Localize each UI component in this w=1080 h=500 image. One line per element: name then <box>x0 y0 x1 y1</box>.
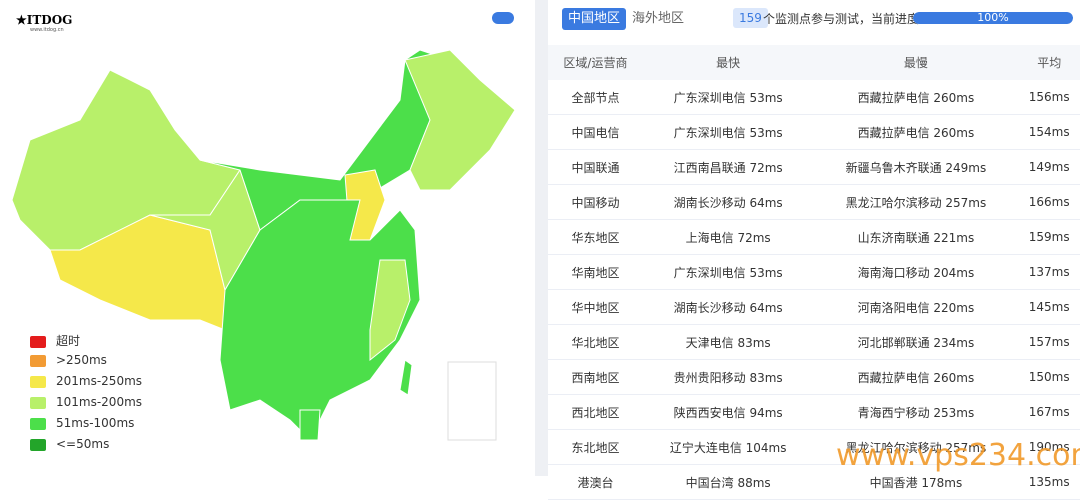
table-cell: 190ms <box>1018 429 1080 465</box>
results-panel: 中国地区 海外地区 159 个监测点参与测试，当前进度： 100% 区域/运营商… <box>548 0 1080 500</box>
table-cell: 149ms <box>1018 149 1080 185</box>
table-cell: 山东济南联通 221ms <box>813 219 1019 255</box>
legend-label: >250ms <box>56 353 107 367</box>
divider <box>535 0 548 476</box>
legend-item: 101ms-200ms <box>30 395 142 409</box>
table-cell: 广东深圳电信 53ms <box>642 114 814 150</box>
table-cell: 湖南长沙移动 64ms <box>642 289 814 325</box>
table-cell: 辽宁大连电信 104ms <box>642 429 814 465</box>
table-cell: 青海西宁移动 253ms <box>813 394 1019 430</box>
legend-label: 51ms-100ms <box>56 416 135 430</box>
table-cell: 天津电信 83ms <box>642 324 814 360</box>
table-cell: 广东深圳电信 53ms <box>642 254 814 290</box>
table-cell: 166ms <box>1018 184 1080 220</box>
legend-item: <=50ms <box>30 437 109 451</box>
legend-item: 超时 <box>30 332 80 349</box>
table-cell: 中国电信 <box>548 114 643 150</box>
table-row: 华南地区 广东深圳电信 53ms 海南海口移动 204ms 137ms <box>548 254 1080 290</box>
table-cell: 150ms <box>1018 359 1080 395</box>
table-cell: 西北地区 <box>548 394 643 430</box>
legend-label: <=50ms <box>56 437 110 451</box>
legend-swatch <box>30 335 46 348</box>
table-row: 中国电信 广东深圳电信 53ms 西藏拉萨电信 260ms 154ms <box>548 114 1080 150</box>
table-cell: 贵州贵阳移动 83ms <box>642 359 814 395</box>
table-cell: 江西南昌联通 72ms <box>642 149 814 185</box>
logo-subtext: www.itdog.cn <box>30 27 64 33</box>
table-cell: 湖南长沙移动 64ms <box>642 184 814 220</box>
table-cell: 华南地区 <box>548 254 643 290</box>
table-cell: 华北地区 <box>548 324 643 360</box>
table-cell: 137ms <box>1018 254 1080 290</box>
progress-bar: 100% <box>913 12 1073 24</box>
table-cell: 河北邯郸联通 234ms <box>813 324 1019 360</box>
table-cell: 上海电信 72ms <box>642 219 814 255</box>
table-cell: 145ms <box>1018 289 1080 325</box>
logo-text: ITDOG <box>26 13 73 27</box>
table-row: 中国联通 江西南昌联通 72ms 新疆乌鲁木齐联通 249ms 149ms <box>548 149 1080 185</box>
legend-swatch <box>30 354 46 367</box>
table-cell: 156ms <box>1018 80 1080 115</box>
table-cell: 新疆乌鲁木齐联通 249ms <box>813 149 1019 185</box>
toggle[interactable] <box>492 12 514 24</box>
results-table: 区域/运营商 最快 最慢 平均 全部节点 广东深圳电信 53ms 西藏拉萨电信 260ms 1… <box>548 45 1080 500</box>
table-cell: 华中地区 <box>548 289 643 325</box>
table-cell: 河南洛阳电信 220ms <box>813 289 1019 325</box>
legend-swatch <box>30 396 46 409</box>
table-row: 华中地区 湖南长沙移动 64ms 河南洛阳电信 220ms 145ms <box>548 289 1080 325</box>
status-text: 个监测点参与测试，当前进度： <box>763 12 932 26</box>
tab[interactable]: 中国地区 <box>562 8 627 30</box>
table-cell: 黑龙江哈尔滨移动 257ms <box>813 184 1019 220</box>
progress-fill: 100% <box>913 12 1073 24</box>
table-cell: 西藏拉萨电信 260ms <box>813 359 1019 395</box>
table-cell: 中国台湾 88ms <box>642 464 814 500</box>
table-row: 东北地区 辽宁大连电信 104ms 黑龙江哈尔滨移动 257ms 190ms <box>548 429 1080 465</box>
table-cell: 167ms <box>1018 394 1080 430</box>
table-cell: 港澳台 <box>548 464 643 500</box>
map-panel: ★ITDOG www.itdog.cn 超时 >250ms 201ms-250ms 1… <box>0 0 535 476</box>
table-cell: 西南地区 <box>548 359 643 395</box>
legend-item: >250ms <box>30 353 107 367</box>
legend-item: 51ms-100ms <box>30 416 134 430</box>
table-cell: 中国联通 <box>548 149 643 185</box>
table-row: 华东地区 上海电信 72ms 山东济南联通 221ms 159ms <box>548 219 1080 255</box>
watermark: www.vps234.com <box>836 438 1080 473</box>
column-header: 最慢 <box>813 45 1019 80</box>
table-cell: 黑龙江哈尔滨移动 257ms <box>813 429 1019 465</box>
table-cell: 154ms <box>1018 114 1080 150</box>
table-row: 中国移动 湖南长沙移动 64ms 黑龙江哈尔滨移动 257ms 166ms <box>548 184 1080 220</box>
legend-swatch <box>30 417 46 430</box>
legend-label: 超时 <box>56 334 81 348</box>
table-cell: 海南海口移动 204ms <box>813 254 1019 290</box>
table-row: 西北地区 陕西西安电信 94ms 青海西宁移动 253ms 167ms <box>548 394 1080 430</box>
tab[interactable]: 海外地区 <box>632 11 685 26</box>
table-cell: 陕西西安电信 94ms <box>642 394 814 430</box>
table-row: 华北地区 天津电信 83ms 河北邯郸联通 234ms 157ms <box>548 324 1080 360</box>
column-header: 平均 <box>1018 45 1080 80</box>
table-cell: 西藏拉萨电信 260ms <box>813 80 1019 115</box>
table-row: 全部节点 广东深圳电信 53ms 西藏拉萨电信 260ms 156ms <box>548 80 1080 115</box>
table-cell: 广东深圳电信 53ms <box>642 80 814 115</box>
table-cell: 东北地区 <box>548 429 643 465</box>
table-row: 西南地区 贵州贵阳移动 83ms 西藏拉萨电信 260ms 150ms <box>548 359 1080 395</box>
logo: ★ITDOG <box>16 13 73 27</box>
legend-item: 201ms-250ms <box>30 374 142 388</box>
legend-swatch <box>30 375 46 388</box>
header-row: 区域/运营商 最快 最慢 平均 <box>548 45 1080 80</box>
legend-swatch <box>30 438 46 451</box>
legend-label: 201ms-250ms <box>56 374 143 388</box>
table-cell: 西藏拉萨电信 260ms <box>813 114 1019 150</box>
table-cell: 157ms <box>1018 324 1080 360</box>
table-cell: 159ms <box>1018 219 1080 255</box>
legend-label: 101ms-200ms <box>56 395 143 409</box>
count-badge: 159 <box>733 8 768 28</box>
table-cell: 全部节点 <box>548 80 643 115</box>
map <box>11 49 516 441</box>
table-cell: 中国移动 <box>548 184 643 220</box>
column-header: 最快 <box>642 45 814 80</box>
table-cell: 华东地区 <box>548 219 643 255</box>
column-header: 区域/运营商 <box>548 45 643 80</box>
